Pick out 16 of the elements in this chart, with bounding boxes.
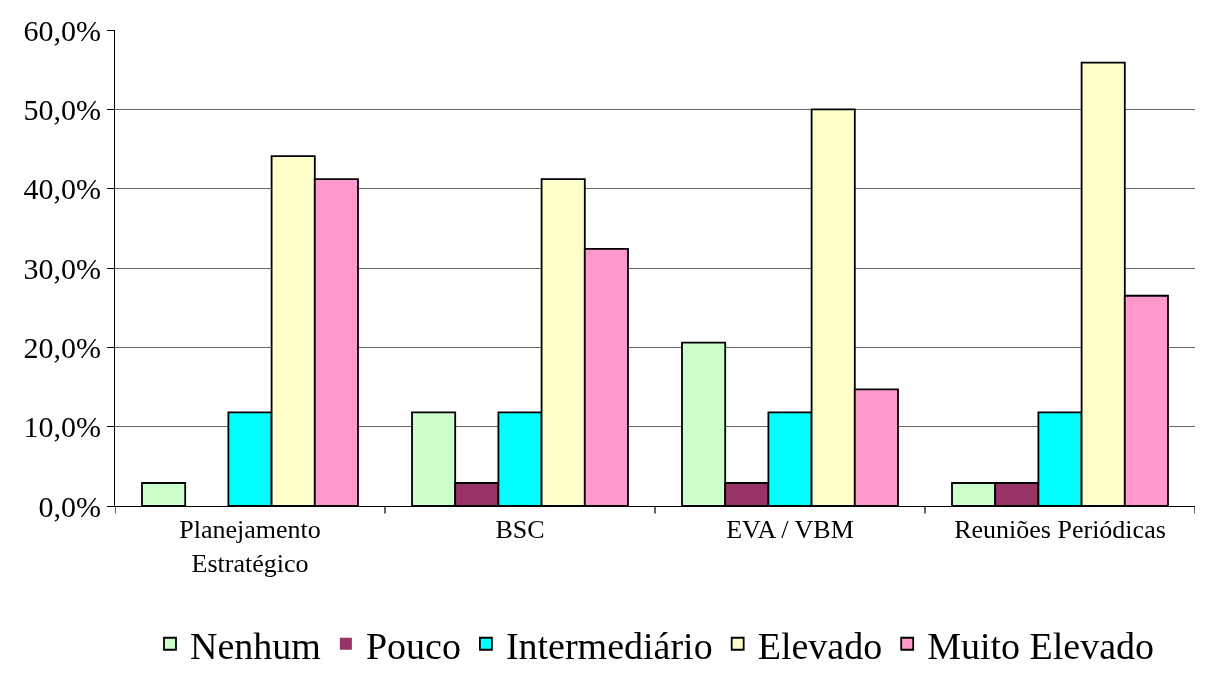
legend-label: Elevado	[757, 624, 883, 667]
legend-label: Nenhum	[190, 624, 321, 667]
x-tick-label: BSC	[495, 515, 545, 545]
x-tick-label: Planejamento Estratégico	[179, 515, 321, 579]
y-tick-label: 40,0%	[23, 172, 101, 206]
x-tick-label: EVA / VBM	[726, 515, 854, 545]
legend-label: Intermediário	[505, 624, 713, 667]
y-tick-label: 10,0%	[23, 410, 101, 444]
x-tick-label: Reuniões Periódicas	[954, 515, 1166, 545]
y-tick-label: 0,0%	[38, 489, 101, 523]
legend-label: Pouco	[365, 624, 461, 667]
y-tick-label: 60,0%	[23, 13, 101, 47]
y-tick-label: 30,0%	[23, 251, 101, 285]
y-tick-label: 50,0%	[23, 92, 101, 126]
y-tick-label: 20,0%	[23, 330, 101, 364]
legend-label: Muito Elevado	[927, 624, 1155, 667]
